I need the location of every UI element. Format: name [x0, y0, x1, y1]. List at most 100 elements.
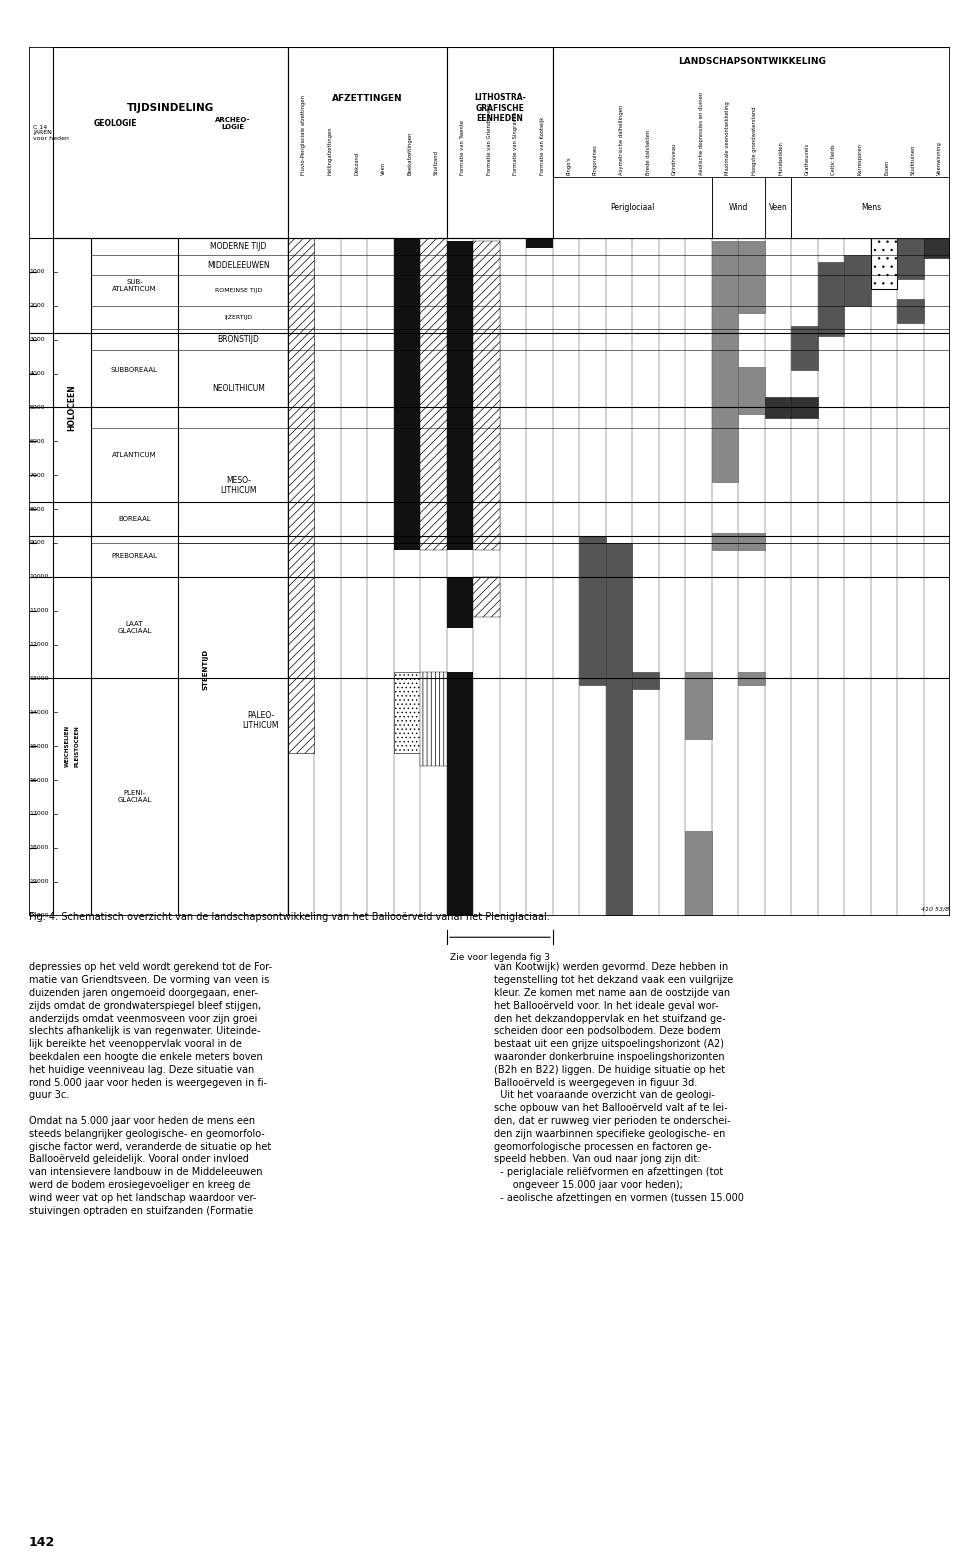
Text: IJZERTIJD: IJZERTIJD [225, 315, 252, 321]
Bar [765, 398, 791, 418]
Text: 4000: 4000 [30, 371, 45, 376]
Text: MODERNE TIJD: MODERNE TIJD [210, 243, 267, 250]
Text: 5000: 5000 [30, 405, 45, 410]
Text: MESO-
LITHICUM: MESO- LITHICUM [220, 476, 256, 495]
Bar [738, 366, 765, 415]
Bar [712, 177, 765, 238]
Text: Beekafzettingen: Beekafzettingen [407, 131, 412, 175]
Text: SUB-
ATLANTICUM: SUB- ATLANTICUM [112, 279, 156, 293]
Text: PREBOREAAL: PREBOREAAL [111, 554, 157, 559]
Bar [738, 671, 765, 685]
Text: Grindniveau: Grindniveau [672, 142, 677, 175]
Text: Dekzand: Dekzand [354, 152, 359, 175]
Text: SUBBOREAAL: SUBBOREAAL [111, 368, 157, 372]
Text: 9000: 9000 [30, 540, 45, 546]
Text: Asymetrische dalhellingen: Asymetrische dalhellingen [619, 105, 624, 175]
Bar [898, 299, 924, 322]
Text: STEENTIJD: STEENTIJD [203, 649, 208, 690]
Text: Gratheuvels: Gratheuvels [804, 142, 809, 175]
Bar [447, 241, 473, 549]
Text: Mens: Mens [861, 203, 881, 211]
Text: Stuifzand: Stuifzand [434, 150, 439, 175]
Bar [791, 398, 818, 418]
Text: NEOLITHICUM: NEOLITHICUM [212, 385, 265, 393]
Text: Formatie van Kootwijk: Formatie van Kootwijk [540, 117, 544, 175]
Bar [447, 577, 473, 628]
Text: Karresporen: Karresporen [857, 142, 863, 175]
Text: 2000: 2000 [30, 304, 45, 308]
Text: Wind: Wind [729, 203, 748, 211]
Text: Celtic fields: Celtic fields [831, 144, 836, 175]
Text: 17000: 17000 [30, 811, 49, 817]
Text: Pingoruines: Pingoruines [592, 144, 598, 175]
Bar [738, 241, 765, 313]
Text: 12000: 12000 [30, 642, 49, 646]
Text: ATLANTICUM: ATLANTICUM [112, 452, 156, 459]
Bar [738, 532, 765, 549]
Text: 410 53/8: 410 53/8 [922, 906, 949, 911]
Text: Stuifduinen: Stuifduinen [911, 144, 916, 175]
Bar [29, 47, 950, 238]
Text: Essen: Essen [884, 160, 889, 175]
Bar [394, 238, 420, 549]
Text: van Kootwijk) werden gevormd. Deze hebben in
tegenstelling tot het dekzand vaak : van Kootwijk) werden gevormd. Deze hebbe… [494, 962, 744, 1203]
Text: Fluvio-Periglaciale afzettingen: Fluvio-Periglaciale afzettingen [301, 95, 306, 175]
Bar [394, 671, 420, 753]
Bar [685, 831, 712, 916]
Text: Aeolische depressies en duinen: Aeolische depressies en duinen [699, 92, 704, 175]
Text: 11000: 11000 [30, 609, 49, 613]
Text: Hoogste grondwaterstand: Hoogste grondwaterstand [752, 106, 756, 175]
Text: 7000: 7000 [30, 473, 45, 477]
Bar [447, 671, 473, 916]
Bar [580, 537, 606, 685]
Bar [765, 177, 791, 238]
Text: 20000: 20000 [30, 912, 49, 919]
Text: Pingo's: Pingo's [566, 156, 571, 175]
Bar [526, 238, 553, 249]
Text: Fig. 4: Schematisch overzicht van de landschapsontwikkeling van het Ballooërveld: Fig. 4: Schematisch overzicht van de lan… [29, 912, 549, 922]
Bar [53, 47, 288, 238]
Text: Periglociaal: Periglociaal [611, 203, 655, 211]
Bar [924, 238, 950, 258]
Text: PLENI-
GLACIAAL: PLENI- GLACIAAL [117, 790, 152, 803]
Text: WEICHSELIEN: WEICHSELIEN [65, 725, 70, 767]
Bar [553, 47, 950, 238]
Text: Hunebedden: Hunebedden [779, 141, 783, 175]
Text: Veen: Veen [769, 203, 787, 211]
Text: Formatie van Griendtsveen: Formatie van Griendtsveen [487, 103, 492, 175]
Text: C 14
JAREN
voor heden: C 14 JAREN voor heden [34, 125, 69, 141]
Text: TIJDSINDELING: TIJDSINDELING [127, 103, 214, 113]
Text: PALEO-
LITHICUM: PALEO- LITHICUM [242, 711, 278, 731]
Text: Maximale veenontwikkeling: Maximale veenontwikkeling [725, 102, 731, 175]
Text: Zie voor legenda fig 3: Zie voor legenda fig 3 [450, 953, 550, 962]
Bar [288, 238, 315, 753]
Text: 3000: 3000 [30, 336, 45, 343]
Text: 13000: 13000 [30, 676, 49, 681]
Text: 8000: 8000 [30, 507, 45, 512]
Bar [818, 261, 845, 336]
Bar [712, 241, 738, 482]
Bar [473, 577, 500, 618]
Text: BRONSTIJD: BRONSTIJD [217, 335, 259, 344]
Text: BOREAAL: BOREAAL [118, 516, 151, 523]
Bar [553, 177, 712, 238]
Text: 10000: 10000 [30, 574, 49, 579]
Text: 15000: 15000 [30, 743, 49, 748]
Bar [288, 47, 447, 238]
Text: AFZETTINGEN: AFZETTINGEN [332, 94, 403, 103]
Text: Veenwinning: Veenwinning [937, 141, 942, 175]
Text: 1000: 1000 [30, 269, 45, 274]
Text: Veen: Veen [381, 163, 386, 175]
Text: 18000: 18000 [30, 845, 49, 850]
Bar [845, 255, 871, 305]
Bar [712, 532, 738, 549]
Text: 19000: 19000 [30, 880, 49, 884]
Text: GEOLOGIE: GEOLOGIE [93, 119, 137, 128]
Bar [791, 326, 818, 371]
Text: MIDDELEEUWEN: MIDDELEEUWEN [207, 261, 270, 269]
Text: Hellingafzettingen: Hellingafzettingen [327, 127, 333, 175]
Text: 16000: 16000 [30, 778, 49, 782]
Text: Brede dalvlakten: Brede dalvlakten [646, 130, 651, 175]
Text: depressies op het veld wordt gerekend tot de For-
matie van Griendtsveen. De vor: depressies op het veld wordt gerekend to… [29, 962, 272, 1216]
Bar [791, 177, 950, 238]
